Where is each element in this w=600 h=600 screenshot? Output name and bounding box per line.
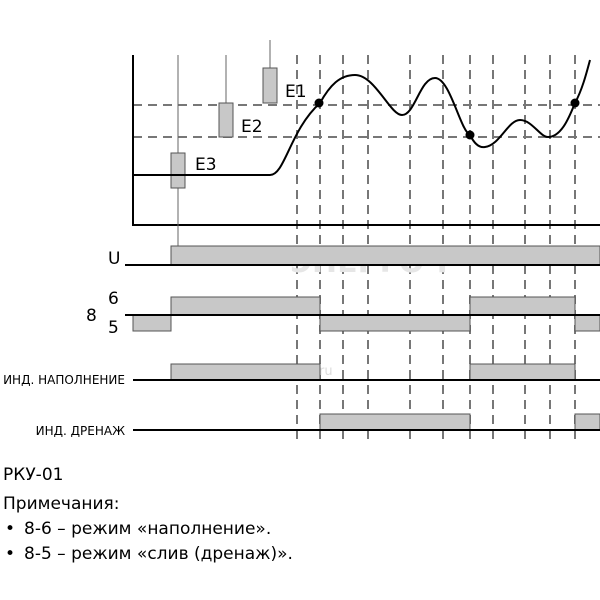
signal-label: ИНД. НАПОЛНЕНИЕ (3, 373, 125, 387)
level-label: E3 (195, 155, 217, 175)
level-curve (133, 59, 591, 176)
notes-title: Примечания: (3, 494, 120, 514)
bullet: • (5, 519, 15, 539)
signal-relay (125, 296, 600, 332)
signal-label: ИНД. ДРЕНАЖ (36, 424, 125, 438)
crossing-points (314, 98, 580, 140)
note: 8-6 – режим «наполнение». (24, 519, 271, 539)
signal-label: 8 (86, 306, 97, 326)
bullet: • (5, 544, 15, 564)
note: 8-5 – режим «слив (дренаж)». (24, 544, 293, 564)
signal-label: U (108, 249, 120, 269)
signal-u (125, 245, 600, 266)
signal-drain (133, 413, 600, 431)
level-label: E2 (241, 117, 263, 137)
model: РКУ-01 (3, 465, 63, 485)
signal-label: 6 (108, 289, 119, 309)
signal-fill (133, 363, 600, 381)
level-label: E1 (285, 82, 307, 102)
level-markers (170, 40, 278, 250)
signal-label: 5 (108, 318, 119, 338)
